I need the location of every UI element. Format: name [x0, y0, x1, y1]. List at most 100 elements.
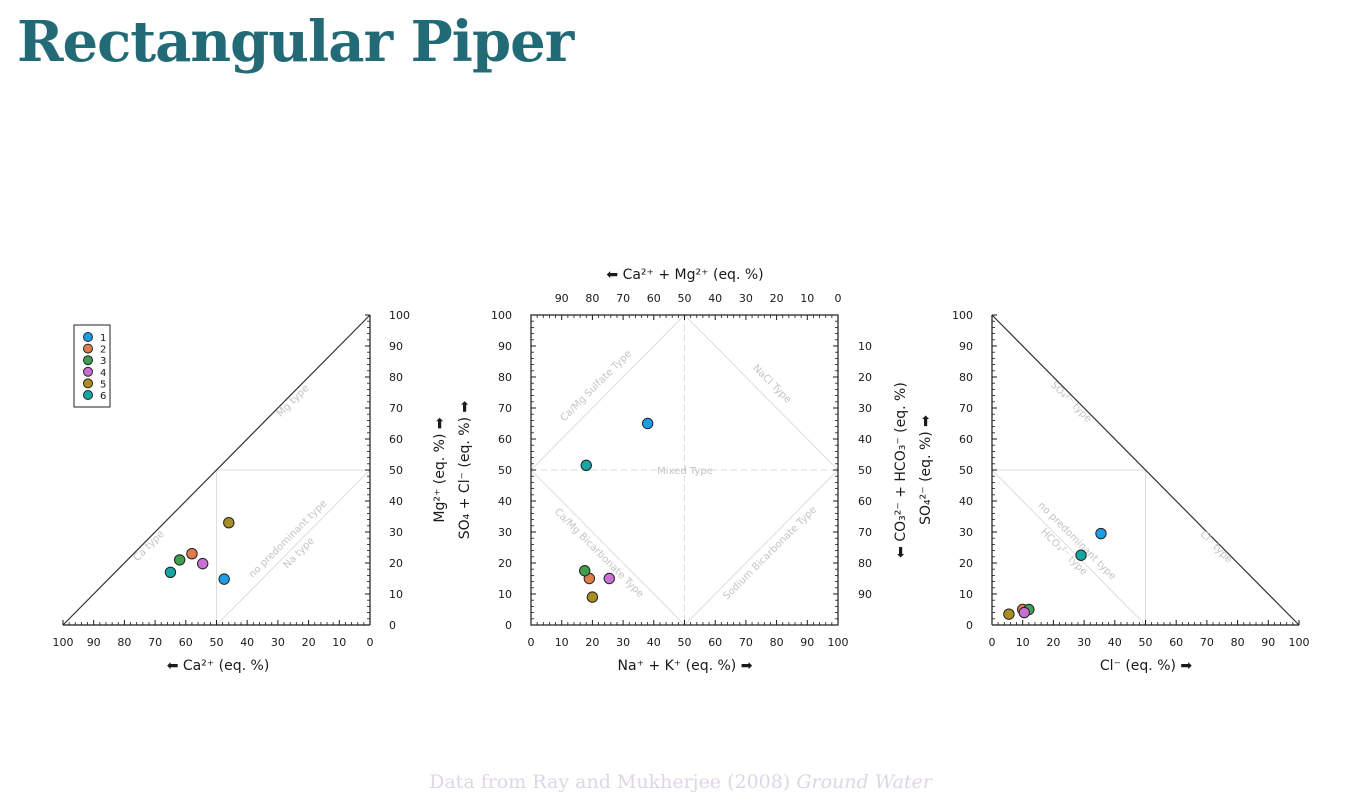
y-tick-label: 60: [498, 433, 512, 446]
y2-tick-label: 90: [858, 588, 872, 601]
x-tick-label: 50: [1139, 636, 1153, 649]
y-tick-label: 40: [498, 495, 512, 508]
y-axis-label: SO₄²⁻ (eq. %) ➡: [918, 415, 934, 525]
y2-tick-label: 20: [858, 371, 872, 384]
region-divider: [216, 469, 371, 626]
x-tick-label: 90: [1261, 636, 1275, 649]
sample-point-6: [1075, 549, 1087, 561]
y-tick-label: 100: [491, 309, 512, 322]
y-tick-label: 50: [498, 464, 512, 477]
sample-point-6: [580, 459, 592, 472]
x-tick-label: 90: [800, 636, 814, 649]
x2-axis-label: ⬅ Ca²⁺ + Mg²⁺ (eq. %): [606, 267, 763, 283]
y-tick-label: 10: [498, 588, 512, 601]
region-label: SO₄²⁻ type: [1048, 380, 1093, 425]
y2-tick-label: 50: [858, 464, 872, 477]
x-tick-label: 20: [302, 636, 316, 649]
y-tick-label: 80: [389, 371, 403, 384]
x2-tick-label: 10: [800, 292, 814, 305]
legend-label: 1: [100, 333, 106, 344]
x-tick-label: 70: [148, 636, 162, 649]
x-tick-label: 80: [117, 636, 131, 649]
y-tick-label: 30: [959, 526, 973, 539]
triangle-hypotenuse: [62, 314, 371, 626]
x-tick-label: 60: [708, 636, 722, 649]
legend-label: 6: [100, 391, 106, 402]
sample-point-1: [218, 573, 230, 585]
region-label: Mixed Type: [657, 466, 713, 477]
x-tick-label: 60: [179, 636, 193, 649]
y-tick-label: 70: [959, 402, 973, 415]
y-tick-label: 80: [959, 371, 973, 384]
sample-point-5: [1003, 608, 1015, 620]
region-label: Ca/Mg Bicarbonate Type: [552, 507, 645, 600]
region-label: NaCl Type: [750, 363, 793, 406]
triangle-hypotenuse: [991, 314, 1300, 626]
sample-point-5: [586, 591, 599, 603]
legend-marker: [83, 332, 93, 342]
y2-tick-label: 80: [858, 557, 872, 570]
y-tick-label: 30: [498, 526, 512, 539]
x-tick-label: 50: [210, 636, 224, 649]
legend-label: 2: [100, 345, 106, 356]
x-tick-label: 30: [1077, 636, 1091, 649]
legend-marker: [83, 378, 93, 389]
y-tick-label: 70: [389, 402, 403, 415]
x2-tick-label: 50: [678, 292, 692, 305]
y-tick-label: 90: [959, 340, 973, 353]
y-tick-label: 60: [389, 433, 403, 446]
page-title: Rectangular Piper: [17, 9, 574, 75]
x-tick-label: 70: [739, 636, 753, 649]
x-tick-label: 70: [1200, 636, 1214, 649]
x-tick-label: 40: [647, 636, 661, 649]
y-axis-label: SO₄ + Cl⁻ (eq. %) ➡: [457, 401, 473, 540]
legend-label: 5: [100, 379, 106, 390]
region-divider: [991, 469, 1146, 626]
sample-point-6: [164, 566, 177, 578]
y-tick-label: 20: [389, 557, 403, 570]
sample-point-4: [603, 572, 615, 585]
region-label: Ca/Mg Sulfate Type: [558, 348, 634, 424]
credit-text: Data from Ray and Mukherjee (2008): [429, 771, 791, 793]
sample-point-4: [1018, 606, 1030, 619]
x-axis-label: Na⁺ + K⁺ (eq. %) ➡: [618, 658, 753, 674]
x-tick-label: 10: [555, 636, 569, 649]
x-tick-label: 80: [770, 636, 784, 649]
y-tick-label: 0: [505, 619, 512, 632]
anion-triangle-panel: 0 10 20 30 40 50 60 70 80 90 100 0 10 20 30 40 50 60 70 80 9…: [918, 309, 1310, 674]
y-tick-label: 0: [966, 619, 973, 632]
region-label: Sodium Bicarbonate Type: [721, 504, 819, 602]
diamond-edge: [530, 469, 685, 626]
x-axis-label: Cl⁻ (eq. %) ➡: [1100, 658, 1193, 674]
x-tick-label: 10: [332, 636, 346, 649]
y-tick-label: 40: [389, 495, 403, 508]
y-tick-label: 80: [498, 371, 512, 384]
x-tick-label: 30: [271, 636, 285, 649]
credit-journal: Ground Water: [796, 771, 932, 793]
x-tick-label: 80: [1231, 636, 1245, 649]
x-axis-label: ⬅ Ca²⁺ (eq. %): [167, 658, 270, 674]
region-label: Mg type: [275, 383, 311, 419]
x-tick-label: 100: [53, 636, 74, 649]
x-tick-label: 50: [678, 636, 692, 649]
y2-tick-label: 70: [858, 526, 872, 539]
x-tick-label: 100: [1289, 636, 1310, 649]
legend-label: 3: [100, 356, 106, 367]
legend-marker: [83, 390, 93, 400]
x2-tick-label: 80: [585, 292, 599, 305]
y-tick-label: 20: [498, 557, 512, 570]
sample-point-1: [1095, 527, 1107, 540]
x-tick-label: 0: [528, 636, 535, 649]
y2-tick-label: 60: [858, 495, 872, 508]
legend-label: 4: [100, 368, 106, 379]
y2-tick-label: 30: [858, 402, 872, 415]
sample-point-3: [173, 554, 186, 566]
x-tick-label: 20: [1046, 636, 1060, 649]
cation-triangle-panel: 100 90 80 70 60 50 40 30 20 10 0010203040506070809…: [53, 309, 449, 674]
x-tick-label: 60: [1169, 636, 1183, 649]
y2-axis-label: ⬅ CO₃²⁻ + HCO₃⁻ (eq. %): [893, 382, 909, 558]
y-tick-label: 100: [389, 309, 410, 322]
legend-marker: [83, 355, 93, 366]
